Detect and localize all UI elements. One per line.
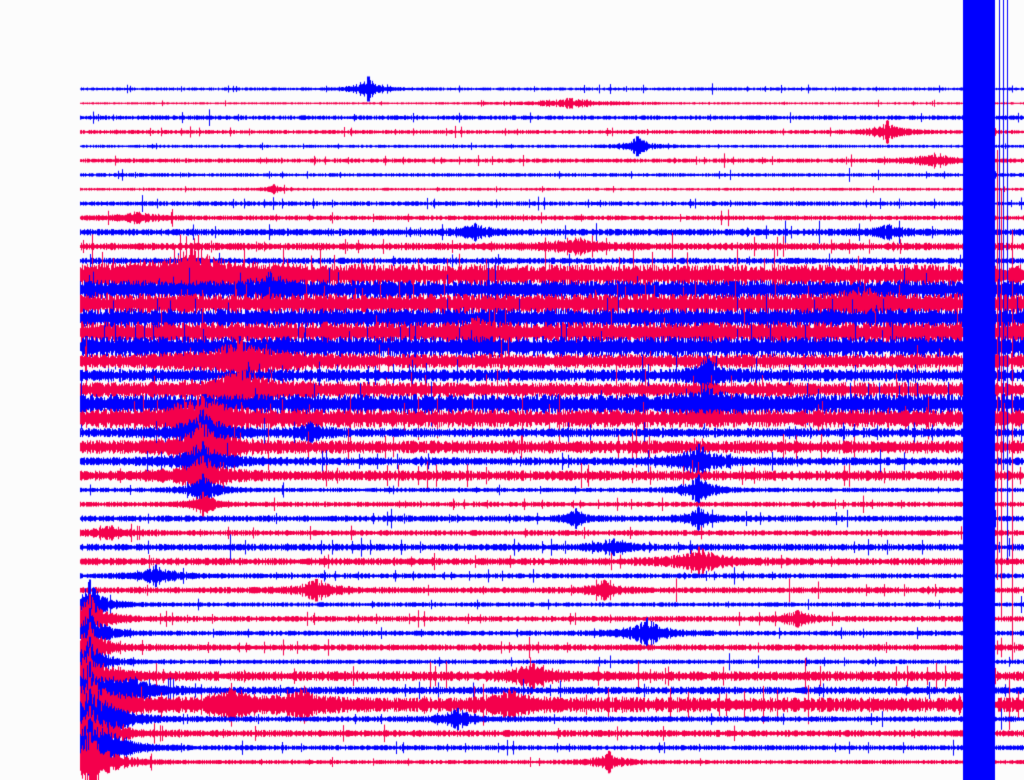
helicorder-panel: HP Gura Applied filter: WWSSN-SP 2025- -…: [0, 0, 1024, 780]
seismogram-trace-canvas: [0, 0, 1024, 780]
